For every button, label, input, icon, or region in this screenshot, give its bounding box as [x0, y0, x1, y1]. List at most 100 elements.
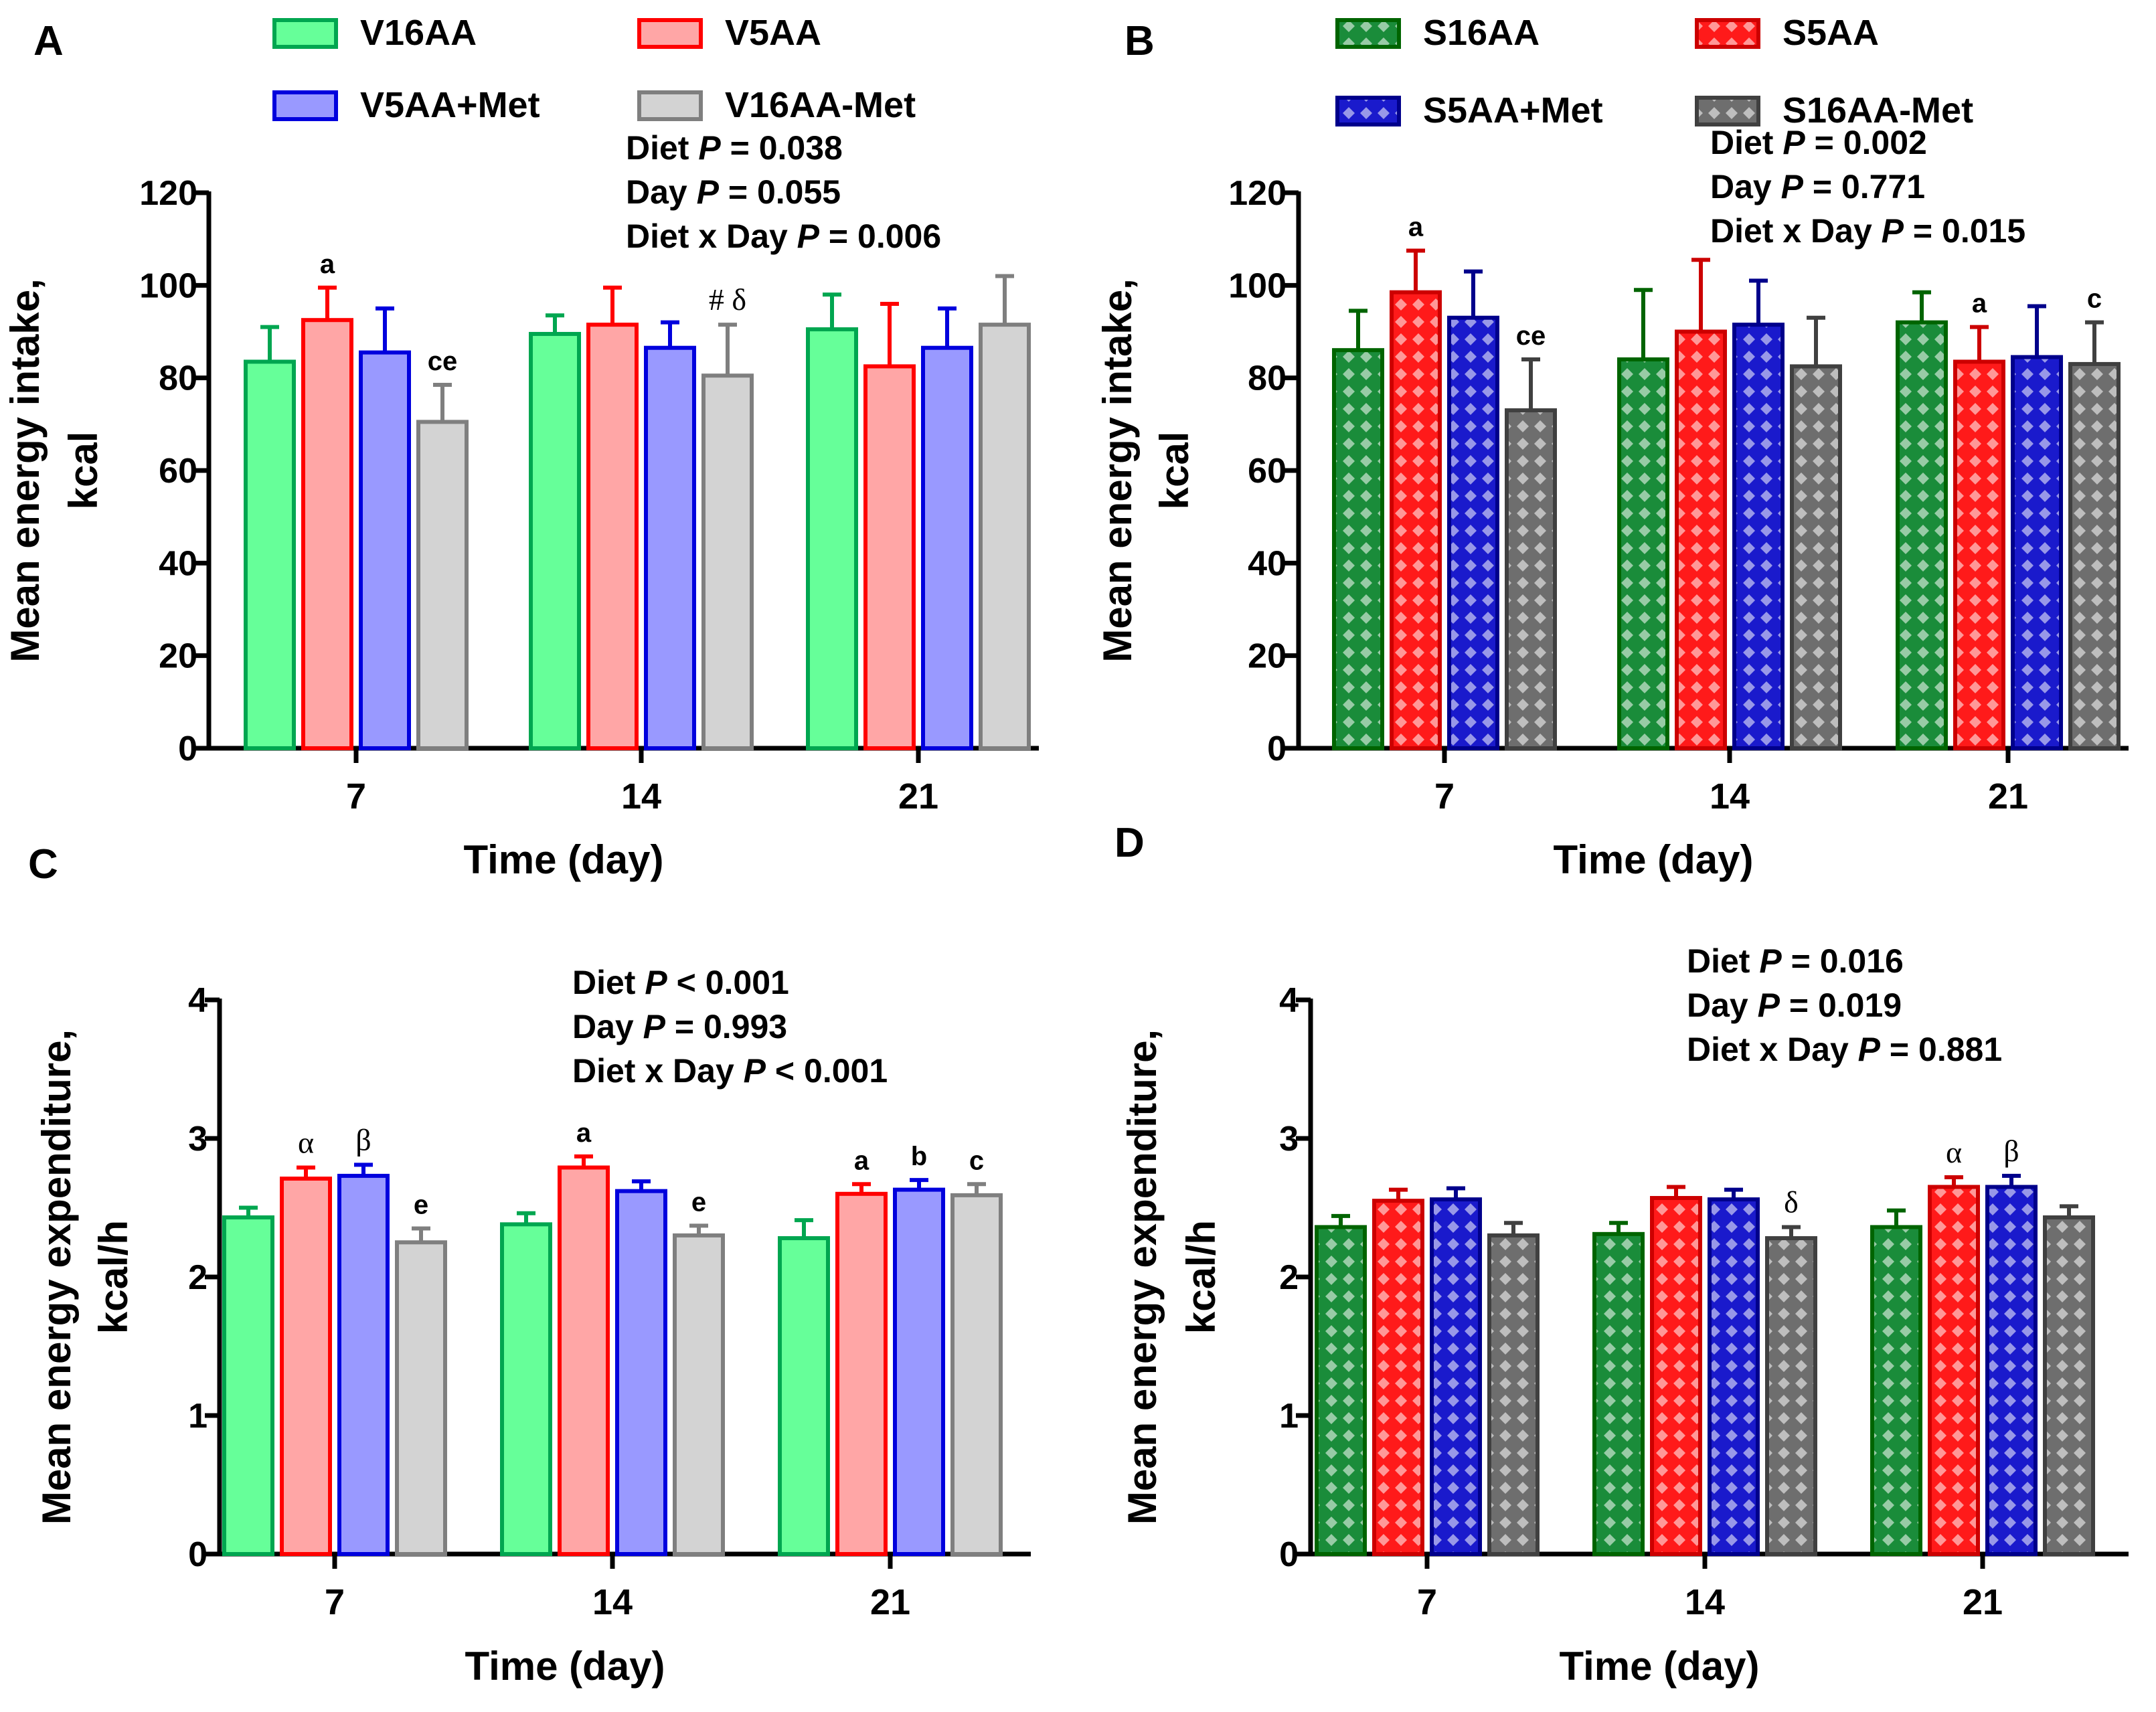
significance-label: a — [854, 1146, 869, 1175]
y-axis-title: Mean energy expenditure, — [1120, 1029, 1165, 1525]
stats-line: Diet P = 0.016 — [1687, 942, 1904, 980]
bar-v5aa-day-7 — [280, 1177, 332, 1556]
legend-swatch-pattern — [1339, 22, 1397, 45]
bar-v16aa-day-7 — [222, 1215, 274, 1556]
x-axis-title: Time (day) — [464, 837, 664, 882]
legend-label: S16AA — [1423, 13, 1540, 53]
stats-line: Day P = 0.019 — [1687, 987, 1902, 1024]
y-axis-title: kcal — [61, 432, 106, 510]
x-axis-title: Time (day) — [1554, 837, 1754, 882]
x-tick-label: 7 — [346, 776, 366, 817]
x-tick-label: 7 — [1434, 776, 1455, 817]
bar-pattern — [2047, 1219, 2091, 1552]
stats-line: Diet P = 0.038 — [626, 129, 843, 167]
bar-v16aa-met-day-21 — [950, 1193, 1003, 1556]
bar-v5aa-day-14 — [586, 323, 639, 750]
bar-pattern — [1491, 1237, 1536, 1552]
stats-line: Day P = 0.771 — [1710, 168, 1925, 205]
significance-label: a — [1408, 212, 1424, 242]
bar-v5aa-met-day-7 — [337, 1173, 390, 1556]
stats-line: Diet P < 0.001 — [572, 964, 789, 1001]
legend-label: S5AA — [1782, 13, 1879, 53]
bar-v16aa-met-day-7 — [395, 1240, 447, 1556]
bar-v16aa-day-21 — [806, 327, 858, 750]
y-tick-label: 60 — [159, 452, 197, 491]
y-tick-label: 20 — [1248, 637, 1287, 676]
y-tick-label: 3 — [188, 1120, 208, 1159]
bar-pattern — [1932, 1189, 1976, 1552]
bar-pattern — [1794, 368, 1838, 746]
bar-pattern — [1736, 327, 1780, 746]
legend-label: V16AA-Met — [725, 85, 916, 125]
y-tick-label: 40 — [159, 544, 197, 583]
bar-pattern — [1596, 1235, 1641, 1552]
y-axis-title: Mean energy intake, — [1095, 278, 1140, 663]
panel-d: D 0 1 2 3 4 7 14 21 δ α β Mean energy expenditure, kc… — [1114, 820, 2129, 1689]
x-tick-label: 14 — [621, 776, 661, 817]
panel-label: A — [33, 18, 64, 64]
legend-swatch — [637, 90, 703, 121]
bar-pattern — [1957, 363, 2001, 746]
legend-swatch-pattern — [1699, 22, 1756, 45]
bar-pattern — [1621, 361, 1665, 746]
bar-v5aa-met-day-14 — [644, 345, 696, 750]
y-tick-label: 1 — [1279, 1397, 1299, 1436]
x-tick-label: 14 — [592, 1582, 633, 1622]
bar-v16aa-day-14 — [500, 1222, 552, 1556]
legend-label: V16AA — [360, 13, 477, 53]
bar-pattern — [1319, 1229, 1363, 1552]
bar-v16aa-day-7 — [244, 359, 296, 750]
bar-pattern — [1376, 1203, 1420, 1552]
x-tick-label: 21 — [870, 1582, 910, 1622]
panel-label: C — [28, 841, 58, 887]
bar-pattern — [1874, 1229, 1918, 1552]
y-tick-label: 3 — [1279, 1120, 1299, 1159]
legend-label: V5AA — [725, 13, 821, 53]
x-tick-label: 21 — [1963, 1582, 2003, 1622]
x-axis-title: Time (day) — [465, 1644, 665, 1689]
y-axis-title: kcal/h — [91, 1220, 136, 1334]
bar-v5aa-day-7 — [301, 318, 353, 751]
legend-swatch — [637, 18, 703, 49]
panel-label: D — [1114, 820, 1145, 866]
y-tick-label: 4 — [188, 981, 208, 1020]
legend-swatch — [272, 90, 338, 121]
bar-pattern — [1336, 352, 1380, 746]
bar-pattern — [1712, 1201, 1756, 1552]
significance-label: # δ — [709, 282, 746, 317]
bar-pattern — [1434, 1201, 1478, 1552]
y-tick-label: 4 — [1279, 981, 1299, 1020]
stats-line: Diet x Day P < 0.001 — [572, 1052, 888, 1090]
y-tick-label: 100 — [1228, 266, 1287, 305]
y-tick-label: 80 — [1248, 359, 1287, 398]
bar-pattern — [1394, 294, 1438, 746]
bar-pattern — [1900, 324, 1944, 747]
x-tick-label: 7 — [325, 1582, 345, 1622]
bar-v16aa-met-day-21 — [979, 323, 1031, 750]
bar-pattern — [1654, 1200, 1698, 1552]
y-tick-label: 120 — [1228, 174, 1287, 213]
significance-label: a — [1972, 289, 1987, 319]
y-tick-label: 2 — [1279, 1258, 1299, 1297]
legend-label: V5AA+Met — [360, 85, 540, 125]
bar-v5aa-met-day-21 — [893, 1187, 945, 1556]
stats-line: Diet x Day P = 0.015 — [1710, 212, 2025, 250]
panel-label: B — [1125, 18, 1155, 64]
bar-v16aa-day-21 — [778, 1236, 830, 1557]
significance-label: a — [576, 1118, 592, 1148]
significance-label: ce — [1516, 321, 1546, 351]
bar-pattern — [1769, 1240, 1813, 1552]
y-axis-title: Mean energy intake, — [3, 278, 48, 663]
y-tick-label: 0 — [1279, 1535, 1299, 1574]
y-tick-label: 20 — [159, 637, 197, 676]
significance-label: δ — [1784, 1185, 1799, 1219]
x-tick-label: 14 — [1685, 1582, 1725, 1622]
x-tick-label: 7 — [1417, 1582, 1437, 1622]
y-tick-label: 2 — [188, 1258, 208, 1297]
x-tick-label: 21 — [898, 776, 938, 817]
stats-line: Diet x Day P = 0.006 — [626, 218, 941, 255]
significance-label: c — [2087, 284, 2102, 314]
y-tick-label: 0 — [1267, 730, 1287, 768]
bar-pattern — [1509, 412, 1553, 746]
